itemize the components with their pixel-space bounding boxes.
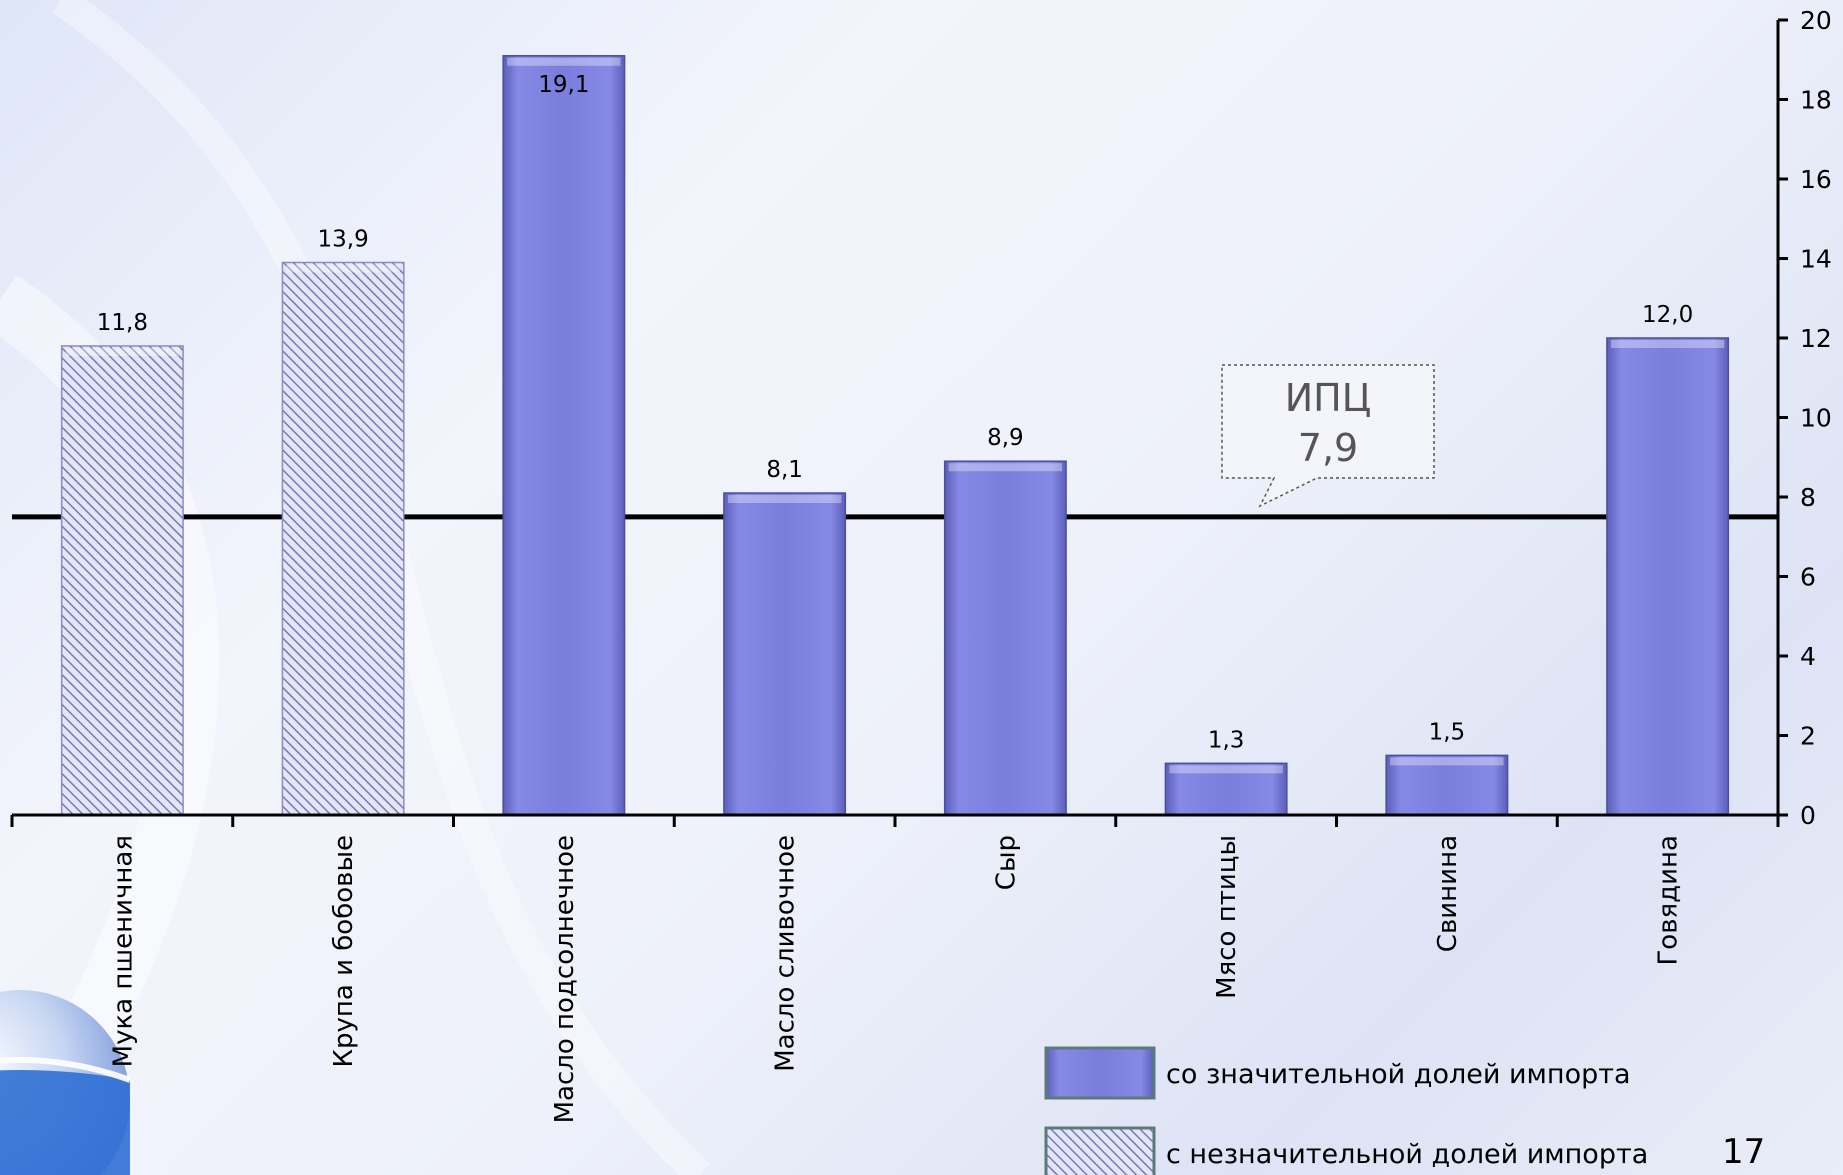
bar-4 <box>723 492 847 816</box>
category-label-4: Масло сливочное <box>771 835 801 1072</box>
cpi-callout-box <box>1221 364 1435 508</box>
bar-8 <box>1606 337 1730 816</box>
page-number: 17 <box>1722 1132 1766 1172</box>
globe-icon <box>0 990 132 1175</box>
y-tick-label-16: 16 <box>1800 165 1832 194</box>
y-tick-label-0: 0 <box>1800 801 1816 830</box>
category-label-6: Мясо птицы <box>1212 835 1242 999</box>
bar-bevel-7 <box>1390 757 1504 766</box>
legend-label-significant: со значительной долей импорта <box>1166 1059 1631 1090</box>
bar-bevel-6 <box>1169 765 1283 774</box>
legend-label-insignificant: с незначительной долей импорта <box>1166 1139 1648 1170</box>
legend-swatch-insignificant <box>1044 1126 1156 1175</box>
category-label-7: Свинина <box>1433 835 1463 952</box>
y-tick-label-8: 8 <box>1800 483 1816 512</box>
data-label-6: 1,3 <box>1208 727 1245 753</box>
y-tick-label-2: 2 <box>1800 722 1816 751</box>
category-label-2: Крупа и бобовые <box>329 835 359 1067</box>
bar-2 <box>281 261 405 816</box>
bar-1 <box>60 345 184 816</box>
data-label-1: 11,8 <box>97 310 148 336</box>
y-tick-label-6: 6 <box>1800 563 1816 592</box>
data-label-3: 19,1 <box>538 72 589 98</box>
y-tick-label-10: 10 <box>1800 404 1832 433</box>
plot-area: 11,8 Мука пшеничная 13,9 Крупа и бобовые 19,… <box>10 6 1832 1175</box>
category-label-8: Говядина <box>1654 835 1684 966</box>
category-label-3: Масло подсолнечное <box>550 835 580 1123</box>
bar-bevel-5 <box>948 463 1063 472</box>
bar-bevel-1 <box>65 347 180 356</box>
cpi-callout-value: 7,9 <box>1298 426 1358 470</box>
data-label-5: 8,9 <box>987 425 1024 451</box>
bar-5 <box>943 460 1067 816</box>
data-label-8: 12,0 <box>1642 302 1693 328</box>
bar-7 <box>1385 754 1509 816</box>
y-tick-label-4: 4 <box>1800 642 1816 671</box>
y-tick-label-20: 20 <box>1800 6 1832 35</box>
category-label-1: Мука пшеничная <box>108 835 138 1067</box>
legend-swatch-significant <box>1044 1046 1156 1100</box>
y-tick-label-18: 18 <box>1800 86 1832 115</box>
y-tick-label-12: 12 <box>1800 324 1832 353</box>
bar-3 <box>502 55 626 816</box>
bar-bevel-8 <box>1610 340 1725 348</box>
data-label-4: 8,1 <box>766 457 803 483</box>
y-tick-label-14: 14 <box>1800 245 1832 274</box>
bar-bevel-3 <box>507 57 621 66</box>
data-label-7: 1,5 <box>1429 719 1466 745</box>
cpi-callout-label: ИПЦ <box>1285 376 1372 420</box>
bar-bevel-4 <box>727 495 842 504</box>
data-label-2: 13,9 <box>318 226 369 252</box>
category-label-5: Сыр <box>991 835 1021 890</box>
bar-bevel-2 <box>286 264 400 273</box>
